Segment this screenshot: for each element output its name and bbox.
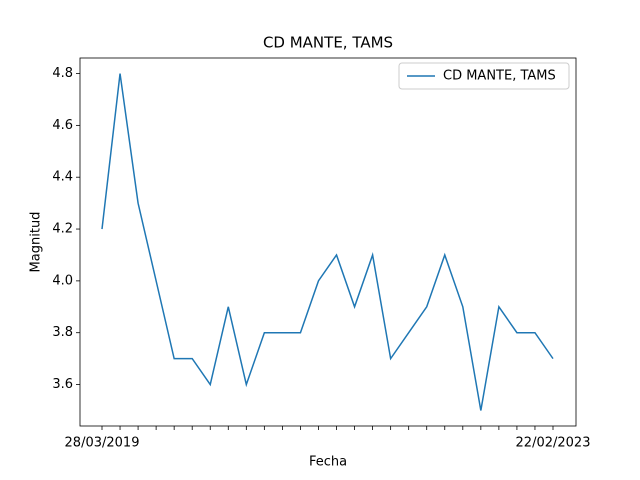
legend-label: CD MANTE, TAMS	[443, 69, 556, 84]
x-tick-label: 28/03/2019	[65, 436, 140, 451]
line-series	[101, 73, 554, 411]
y-tick-label: 4.0	[52, 273, 73, 288]
y-tick-label: 4.8	[52, 66, 73, 81]
x-axis-label: Fecha	[309, 455, 347, 470]
legend-box	[398, 62, 570, 90]
y-axis-label: Magnitud	[29, 212, 44, 273]
y-tick-label: 3.6	[52, 377, 73, 392]
y-tick-label: 4.2	[52, 222, 73, 237]
chart-title: CD MANTE, TAMS	[263, 34, 393, 52]
x-tick-label: 22/02/2023	[516, 436, 591, 451]
y-tick-label: 4.4	[52, 170, 73, 185]
y-tick-label: 4.6	[52, 118, 73, 133]
y-tick-label: 3.8	[52, 325, 73, 340]
plot-frame	[79, 57, 577, 427]
